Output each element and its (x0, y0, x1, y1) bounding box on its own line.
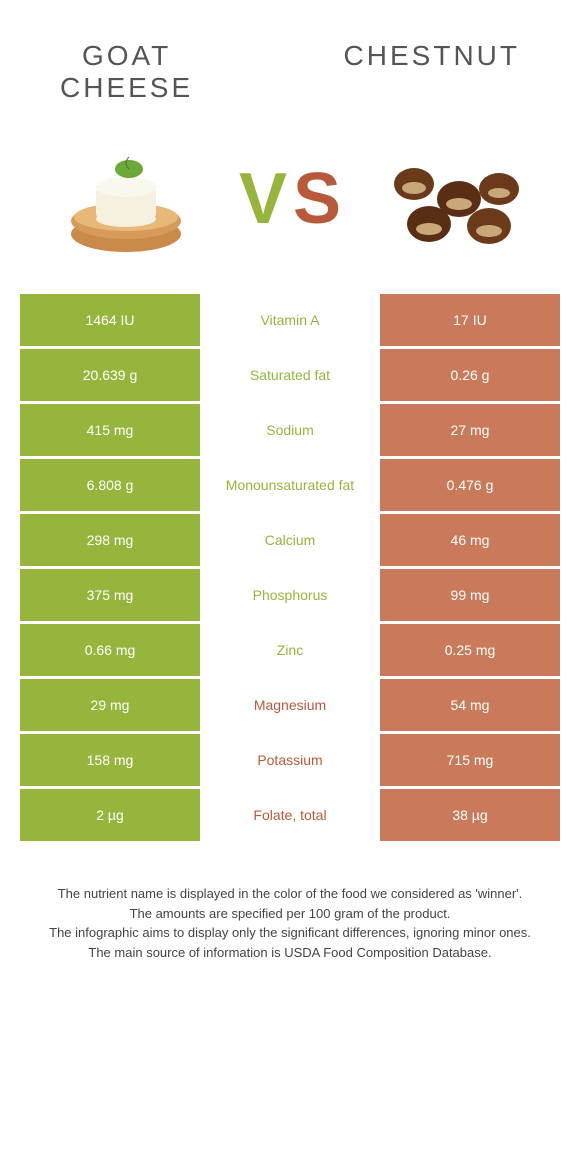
nutrient-table: 1464 IUVitamin A17 IU20.639 gSaturated f… (20, 294, 560, 841)
vs-s-letter: S (293, 158, 341, 240)
nutrient-name: Vitamin A (200, 294, 380, 346)
left-value: 20.639 g (20, 349, 200, 401)
left-value: 375 mg (20, 569, 200, 621)
right-value: 715 mg (380, 734, 560, 786)
nutrient-name: Monounsaturated fat (200, 459, 380, 511)
right-value: 99 mg (380, 569, 560, 621)
left-value: 158 mg (20, 734, 200, 786)
right-value: 17 IU (380, 294, 560, 346)
left-value: 0.66 mg (20, 624, 200, 676)
nutrient-name: Saturated fat (200, 349, 380, 401)
table-row: 298 mgCalcium46 mg (20, 514, 560, 566)
nutrient-name: Zinc (200, 624, 380, 676)
vs-v-letter: V (239, 158, 287, 240)
table-row: 29 mgMagnesium54 mg (20, 679, 560, 731)
right-food-title: CHESTNUT (344, 40, 520, 104)
left-value: 298 mg (20, 514, 200, 566)
left-value: 415 mg (20, 404, 200, 456)
footer-line: The nutrient name is displayed in the co… (40, 884, 540, 904)
footer-line: The amounts are specified per 100 gram o… (40, 904, 540, 924)
table-row: 0.66 mgZinc0.25 mg (20, 624, 560, 676)
title-line: CHEESE (60, 72, 193, 104)
vs-label: V S (239, 158, 341, 240)
table-row: 375 mgPhosphorus99 mg (20, 569, 560, 621)
table-row: 6.808 gMonounsaturated fat0.476 g (20, 459, 560, 511)
nutrient-name: Calcium (200, 514, 380, 566)
left-value: 2 µg (20, 789, 200, 841)
left-food-title: GOAT CHEESE (60, 40, 193, 104)
right-value: 46 mg (380, 514, 560, 566)
table-row: 20.639 gSaturated fat0.26 g (20, 349, 560, 401)
footer-line: The infographic aims to display only the… (40, 923, 540, 943)
left-value: 29 mg (20, 679, 200, 731)
table-row: 415 mgSodium27 mg (20, 404, 560, 456)
left-value: 6.808 g (20, 459, 200, 511)
nutrient-name: Phosphorus (200, 569, 380, 621)
right-value: 0.25 mg (380, 624, 560, 676)
right-value: 38 µg (380, 789, 560, 841)
table-row: 2 µgFolate, total38 µg (20, 789, 560, 841)
goat-cheese-image (46, 134, 206, 264)
right-value: 27 mg (380, 404, 560, 456)
title-line: GOAT (60, 40, 193, 72)
left-value: 1464 IU (20, 294, 200, 346)
nutrient-name: Sodium (200, 404, 380, 456)
nutrient-name: Potassium (200, 734, 380, 786)
right-value: 54 mg (380, 679, 560, 731)
images-row: V S (0, 124, 580, 294)
nutrient-name: Magnesium (200, 679, 380, 731)
table-row: 158 mgPotassium715 mg (20, 734, 560, 786)
footer-line: The main source of information is USDA F… (40, 943, 540, 963)
chestnut-image (374, 134, 534, 264)
table-row: 1464 IUVitamin A17 IU (20, 294, 560, 346)
right-value: 0.26 g (380, 349, 560, 401)
footer-notes: The nutrient name is displayed in the co… (0, 844, 580, 982)
right-value: 0.476 g (380, 459, 560, 511)
nutrient-name: Folate, total (200, 789, 380, 841)
header: GOAT CHEESE CHESTNUT (0, 0, 580, 124)
